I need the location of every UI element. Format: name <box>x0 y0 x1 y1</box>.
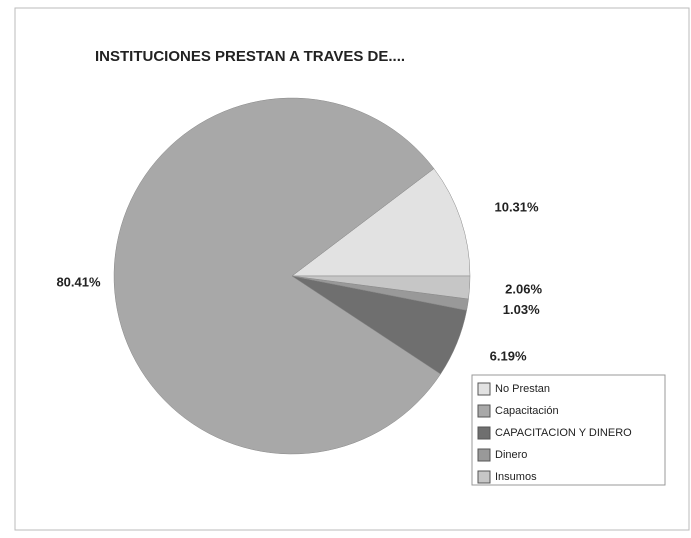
value-label: 80.41% <box>56 274 101 289</box>
chart-title: INSTITUCIONES PRESTAN A TRAVES DE.... <box>95 48 405 65</box>
value-label: 10.31% <box>494 199 539 214</box>
legend-swatch <box>477 382 491 396</box>
legend-swatch <box>477 426 491 440</box>
legend-swatch <box>477 448 491 462</box>
legend-label: No Prestan <box>495 383 550 395</box>
legend-label: Insumos <box>495 471 537 483</box>
legend-swatch <box>477 470 491 484</box>
pie-slice <box>291 168 471 277</box>
pie-slice <box>113 97 441 455</box>
legend-label: Capacitación <box>495 405 559 417</box>
value-label: 6.19% <box>490 348 527 363</box>
value-label: 2.06% <box>505 281 542 296</box>
value-label: 1.03% <box>503 302 540 317</box>
pie-slice <box>291 275 471 300</box>
legend-swatch <box>477 404 491 418</box>
legend-label: CAPACITACION Y DINERO <box>495 427 632 439</box>
legend-label: Dinero <box>495 449 527 461</box>
legend <box>471 374 666 486</box>
